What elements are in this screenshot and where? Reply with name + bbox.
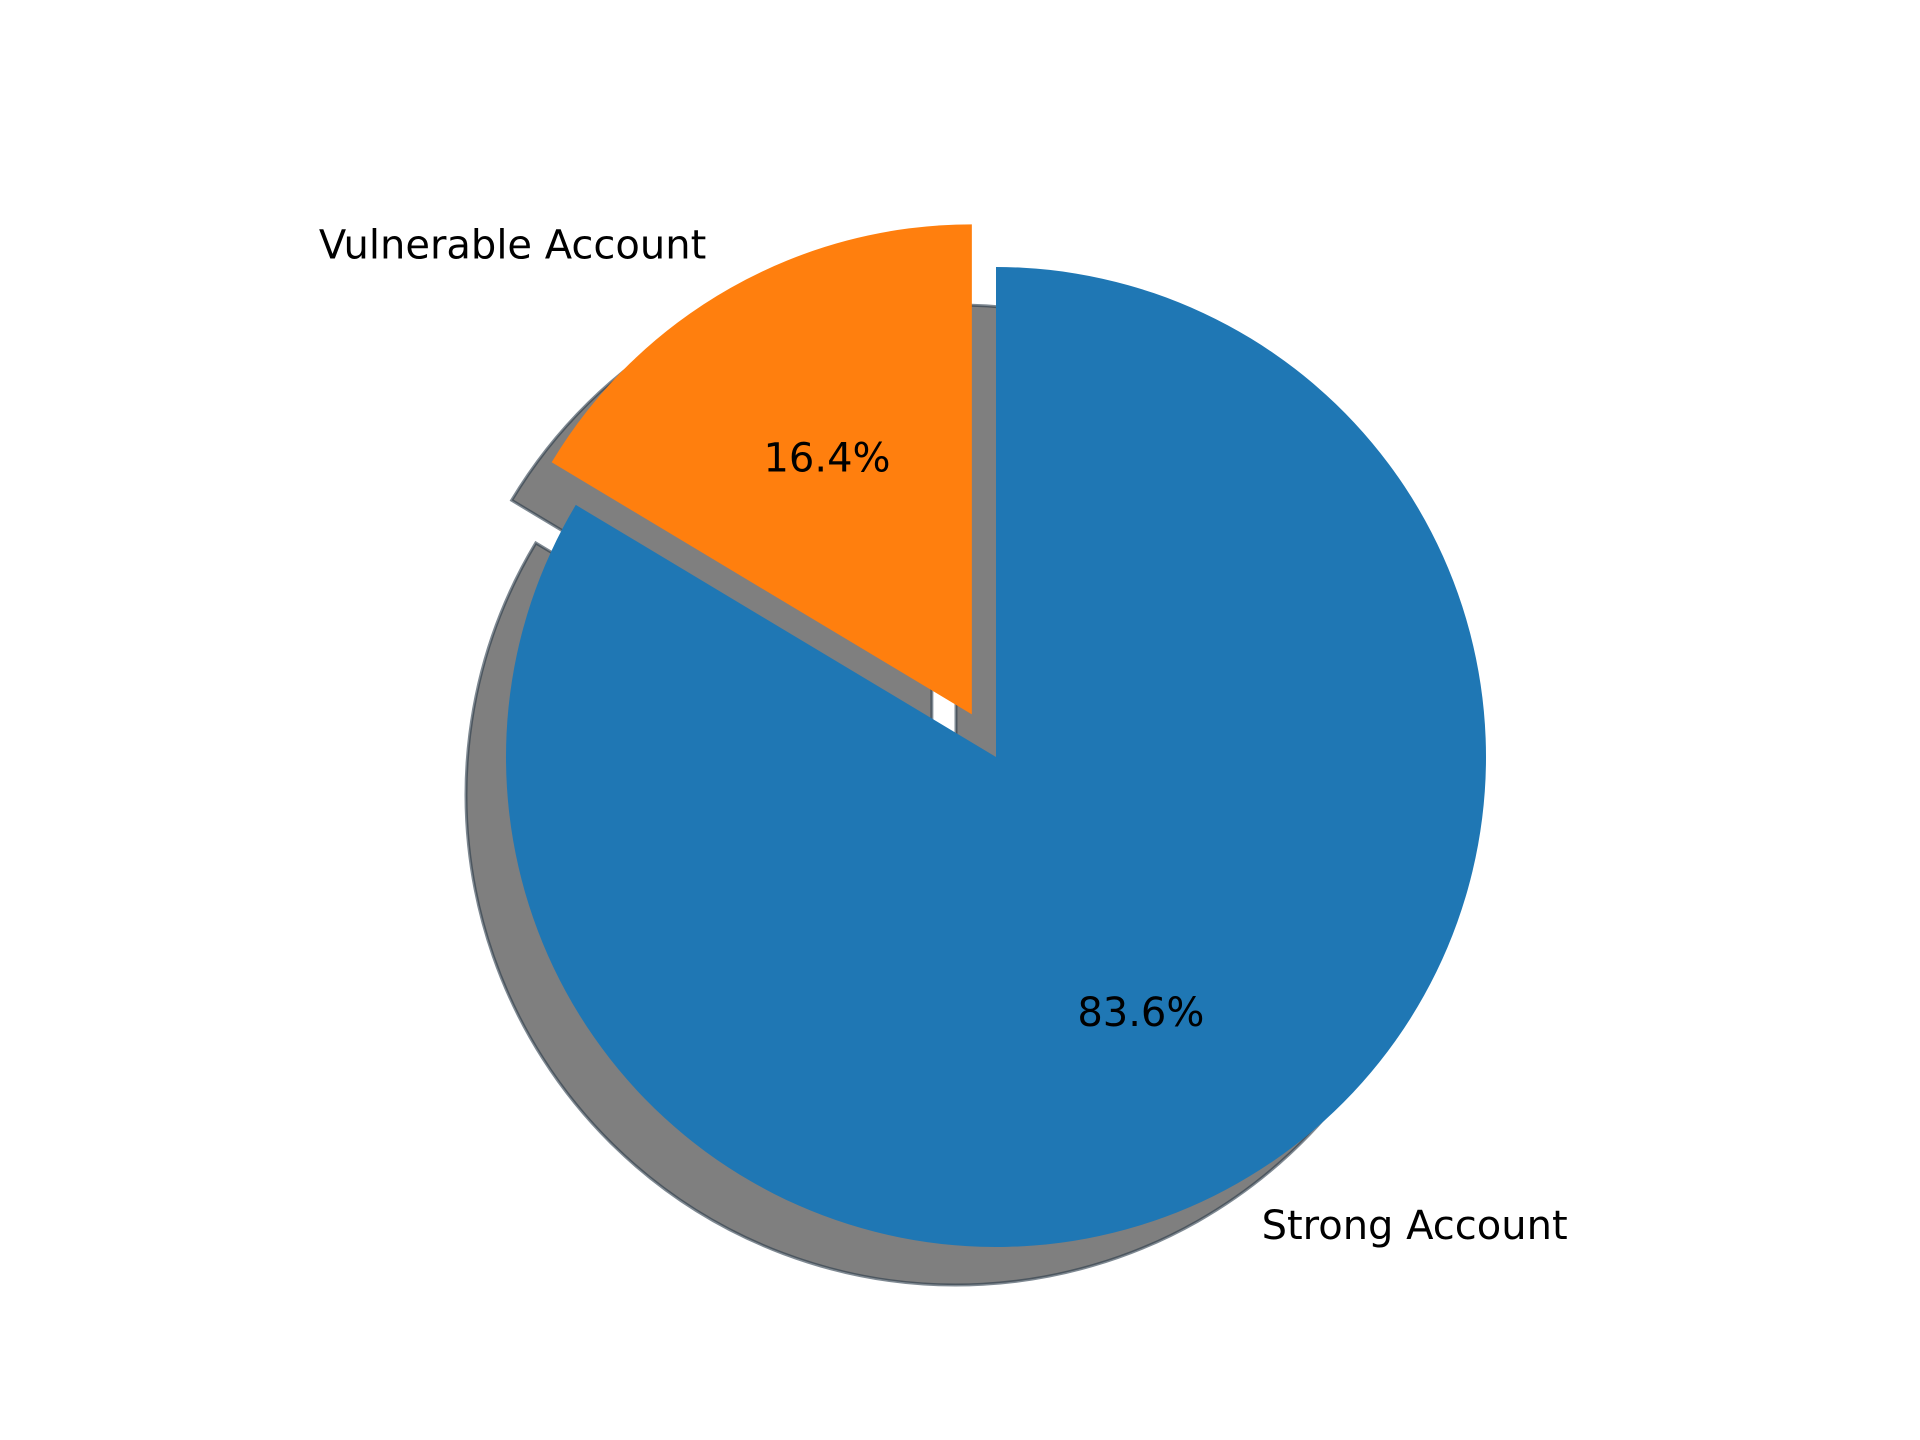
pie-category-label-strong-account: Strong Account xyxy=(1262,1203,1568,1249)
pie-slice-layer xyxy=(506,224,1486,1247)
pie-pct-label-vulnerable-account: 16.4% xyxy=(763,436,890,482)
pie-slice-strong-account xyxy=(506,267,1486,1247)
pie-label-layer: 83.6% Strong Account 16.4% Vulnerable Accou… xyxy=(319,222,1568,1249)
pie-slice-vulnerable-account xyxy=(551,224,972,715)
pie-pct-label-strong-account: 83.6% xyxy=(1077,990,1204,1036)
pie-category-label-vulnerable-account: Vulnerable Account xyxy=(319,222,706,268)
